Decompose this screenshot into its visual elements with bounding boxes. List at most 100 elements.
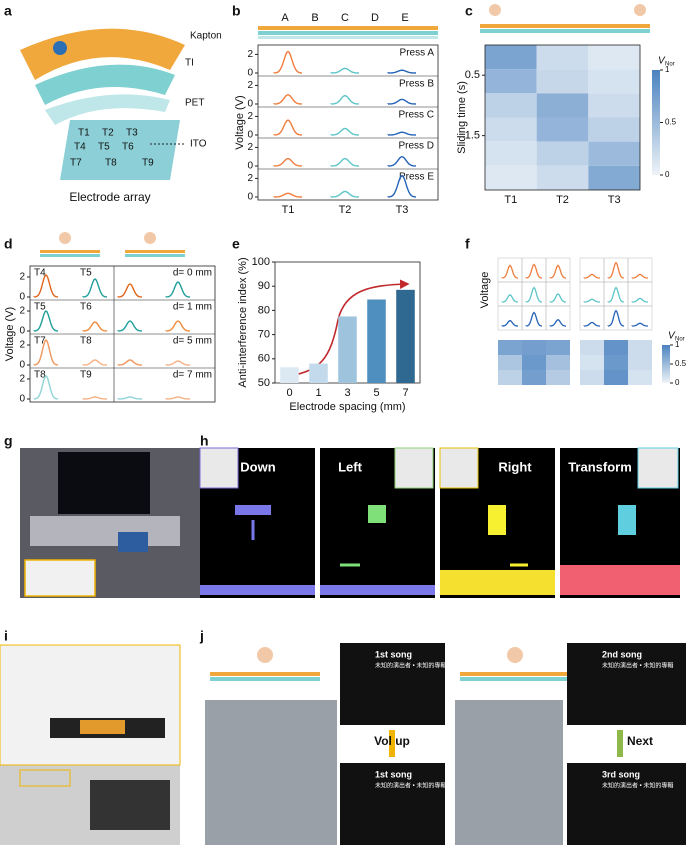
panel-letter: j xyxy=(199,628,204,644)
x-tick-label: T1 xyxy=(504,194,517,206)
heat-cell xyxy=(536,141,589,166)
song-subtitle: 未知的演出者 • 未知的專輯 xyxy=(602,782,673,790)
y-tick-label: 1.5 xyxy=(465,130,480,142)
electrode-label: T7 xyxy=(34,336,46,347)
electrode-label: T8 xyxy=(105,158,117,169)
heat-cell xyxy=(588,165,640,190)
y-tick-label: 2 xyxy=(247,80,253,91)
electrode-letter: A xyxy=(281,12,289,24)
electrode-label: T6 xyxy=(122,142,134,153)
signal-peak xyxy=(387,98,417,105)
caption: Electrode array xyxy=(69,190,150,204)
electrode-label: T4 xyxy=(34,268,46,279)
spacing-label: d= 0 mm xyxy=(173,268,212,279)
heat-cell xyxy=(628,355,652,370)
electrode-label: T8 xyxy=(80,336,92,347)
heat-cell xyxy=(536,165,589,190)
signal-peak xyxy=(82,396,108,400)
signal-peak xyxy=(631,322,649,327)
electrode-label: T7 xyxy=(70,158,82,169)
y-tick-label: 2 xyxy=(19,272,25,283)
heat-cell xyxy=(546,370,570,385)
electrode-label: T9 xyxy=(80,370,92,381)
g-photo xyxy=(20,448,200,598)
electrode-letter: E xyxy=(401,12,408,24)
electrode-label: T4 xyxy=(74,142,86,153)
wave-cell xyxy=(521,257,547,283)
panel-letter: i xyxy=(4,628,8,644)
signal-peak xyxy=(387,131,417,136)
signal-peak xyxy=(165,281,191,298)
signal-peak xyxy=(273,119,303,136)
heat-cell xyxy=(588,117,640,142)
signal-peak xyxy=(33,375,59,400)
x-tick-label: 7 xyxy=(402,387,408,399)
electrode-label: T1 xyxy=(78,128,90,139)
row-label: Press B xyxy=(399,79,434,90)
heat-cell xyxy=(485,45,537,70)
signal-peak xyxy=(273,50,303,74)
layer-label: Kapton xyxy=(190,31,222,42)
y-tick-label: 70 xyxy=(258,329,270,341)
heat-cell xyxy=(536,69,589,94)
electrode-label: T3 xyxy=(126,128,138,139)
pet-layer xyxy=(45,94,170,125)
heat-cell xyxy=(485,165,537,190)
signal-peak xyxy=(631,297,649,303)
heat-cell xyxy=(588,45,640,70)
panel-letter: b xyxy=(232,3,241,19)
electrode-label: T5 xyxy=(98,142,110,153)
panel-letter: g xyxy=(4,433,13,449)
x-axis-label: Electrode spacing (mm) xyxy=(289,401,405,413)
heat-cell xyxy=(588,93,640,118)
panel-letter: a xyxy=(4,3,12,19)
electrode-letter: D xyxy=(371,12,379,24)
signal-peak xyxy=(82,321,108,332)
electrode-letter: C xyxy=(341,12,349,24)
panel-letter: f xyxy=(465,236,470,252)
colorbar-label: V xyxy=(658,56,666,67)
x-tick-label: 3 xyxy=(344,387,350,399)
signal-peak xyxy=(549,264,567,279)
panel-letter: d xyxy=(4,236,13,252)
colorbar-tick-label: 0 xyxy=(665,170,670,179)
bar xyxy=(396,289,415,383)
signal-peak xyxy=(82,278,108,298)
y-tick-label: 0 xyxy=(247,161,253,172)
colorbar-tick-label: 0.5 xyxy=(665,118,677,127)
y-tick-label: 2 xyxy=(247,111,253,122)
move-title: Right xyxy=(498,459,532,474)
signal-peak xyxy=(117,396,143,400)
electrode-label: T5 xyxy=(34,302,46,313)
wave-cell xyxy=(545,257,571,283)
wave-cell xyxy=(579,305,605,331)
action-label: Vol up xyxy=(374,734,410,748)
heat-cell xyxy=(485,141,537,166)
ti-layer xyxy=(35,64,175,105)
colorbar-label: V xyxy=(668,331,676,342)
h-game-panels xyxy=(199,447,680,598)
electrode-array xyxy=(60,120,180,180)
signal-peak xyxy=(549,293,567,303)
heat-cell xyxy=(485,69,537,94)
heat-cell xyxy=(522,355,546,370)
heat-cell xyxy=(498,370,522,385)
x-tick-label: 0 xyxy=(286,387,292,399)
signal-peak xyxy=(165,360,191,366)
heat-cell xyxy=(485,117,537,142)
heat-cell xyxy=(498,355,522,370)
song-subtitle: 未知的演出者 • 未知的專輯 xyxy=(375,662,446,670)
spacing-label: d= 1 mm xyxy=(173,302,212,313)
electrode-label: T5 xyxy=(80,268,92,279)
row-label: Press E xyxy=(399,172,434,183)
signal-peak xyxy=(525,263,543,279)
device-schematic: Kapton TI PET ITO T1 T2 T3 T4 T5 T6 T7 T… xyxy=(20,28,222,204)
colorbar-tick-label: 1 xyxy=(675,340,680,349)
row-label: Press A xyxy=(400,48,435,59)
axes-frame xyxy=(257,44,439,201)
wave-cell xyxy=(579,257,605,283)
y-tick-label: 2 xyxy=(247,49,253,60)
colorbar-label-sub: Nor xyxy=(665,62,675,68)
heat-cell xyxy=(536,117,589,142)
electrode-label: T8 xyxy=(34,370,46,381)
